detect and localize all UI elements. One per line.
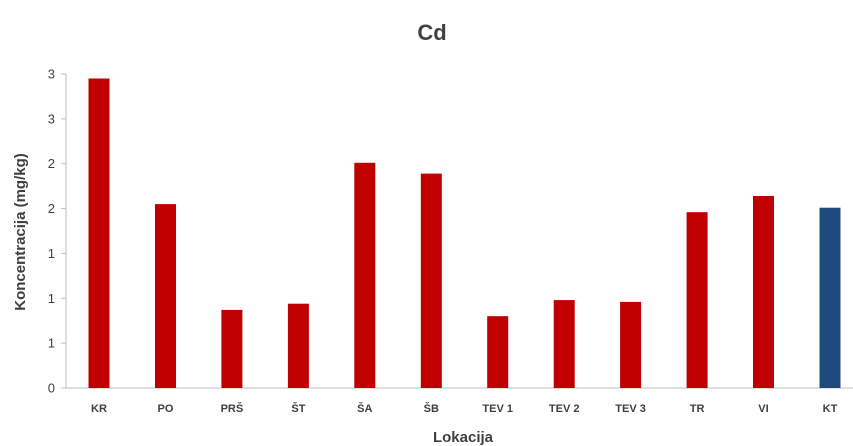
x-tick-label: TEV 2 [549,403,580,415]
bar-vi [753,196,774,388]
y-tick-label: 1 [48,246,55,261]
x-tick-label: PRŠ [221,402,244,415]
x-tick-label: TEV 3 [615,403,646,415]
y-tick-label: 0 [48,381,55,396]
y-tick-label: 1 [48,336,55,351]
x-tick-label: VI [758,403,768,415]
bar-šb [420,173,442,388]
y-axis-label: Koncentracija (mg/kg) [12,153,29,311]
y-axis-ticks: 0 1 1 1 2 2 3 3 [48,67,66,396]
bar-kr [88,78,110,388]
x-axis-ticks: KR PO PRŠ ŠT ŠA ŠB TEV 1 TEV 2 TEV 3 TR VI KT [91,402,838,415]
y-tick-label: 1 [48,291,55,306]
x-tick-label: KR [91,403,107,415]
x-axis-label: Lokacija [433,429,494,446]
x-tick-label: KT [823,403,838,415]
chart-title: Cd [417,20,446,45]
bar-kt [819,207,841,388]
y-tick-label: 2 [48,156,55,171]
x-tick-label: ŠA [357,402,372,415]
y-tick-label: 3 [48,111,55,126]
bar-ša [354,162,376,388]
bar-tev-3 [620,301,642,388]
x-tick-label: TEV 1 [482,403,513,415]
bars [88,78,841,388]
bar-št [287,303,309,388]
y-tick-label: 3 [48,67,55,82]
bar-tr [686,212,708,388]
x-tick-label: PO [158,403,174,415]
bar-prš [221,309,243,388]
y-tick-label: 2 [48,201,55,216]
bar-tev-2 [553,300,575,388]
bar-tev-1 [487,316,509,388]
bar-po [155,204,176,388]
x-tick-label: ŠB [424,402,439,415]
x-tick-label: ŠT [291,402,305,415]
x-tick-label: TR [690,403,705,415]
